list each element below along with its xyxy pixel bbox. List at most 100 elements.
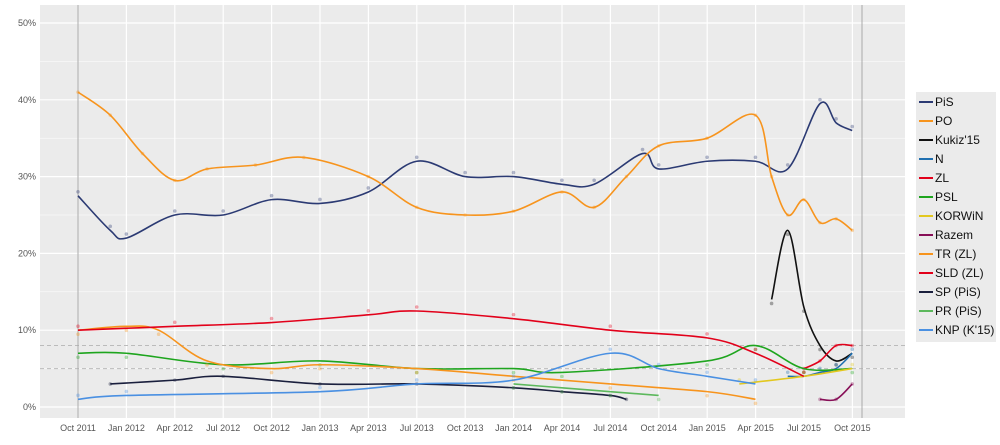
poll-point (834, 362, 838, 367)
poll-point (608, 324, 613, 329)
poll-point (511, 374, 516, 378)
series-line-pis (77, 101, 853, 240)
poll-point (753, 347, 758, 352)
poll-point (705, 363, 709, 367)
poll-point (656, 397, 661, 402)
poll-point (156, 332, 161, 337)
poll-point (608, 393, 613, 398)
series-line-razem (819, 383, 853, 402)
poll-point (76, 393, 80, 398)
x-tick-label: Jul 2014 (593, 423, 627, 433)
poll-point (818, 347, 822, 352)
plot-background (40, 5, 905, 418)
poll-point (76, 190, 80, 194)
legend-label: PO (935, 114, 952, 128)
poll-point (172, 209, 177, 213)
poll-point (802, 370, 806, 375)
x-tick-label: Oct 2012 (253, 423, 290, 433)
poll-point (705, 155, 709, 160)
poll-point (753, 378, 758, 382)
poll-point (124, 328, 129, 333)
legend-label: KNP (K'15) (935, 323, 994, 337)
legend-label: PSL (935, 190, 958, 204)
x-tick-label: Apr 2014 (544, 423, 581, 433)
x-tick-label: Oct 2014 (641, 423, 678, 433)
poll-point (834, 117, 838, 121)
poll-point (511, 370, 516, 375)
poll-point (172, 320, 177, 325)
x-tick-label: Apr 2015 (737, 423, 774, 433)
poll-point (850, 370, 855, 375)
series-line-tr-zl- (77, 325, 756, 401)
poll-point (511, 170, 516, 175)
legend-label: PR (PiS) (935, 304, 982, 318)
poll-point (850, 355, 855, 360)
y-tick-label: 50% (18, 18, 36, 28)
poll-point (753, 347, 758, 352)
poll-point (608, 386, 613, 390)
y-tick-label: 10% (18, 325, 36, 335)
series-line-zl (803, 343, 853, 370)
poll-point (850, 362, 855, 367)
poll-point (414, 305, 419, 309)
legend-label: Razem (935, 228, 973, 242)
series-line-knp-k-15- (77, 352, 756, 401)
x-tick-label: Oct 2011 (60, 423, 96, 433)
poll-point (318, 197, 322, 202)
legend-label: N (935, 152, 944, 166)
poll-point (818, 97, 822, 102)
poll-point (560, 374, 564, 379)
poll-point (205, 363, 209, 367)
poll-point (108, 382, 113, 386)
poll-point (705, 370, 709, 375)
poll-point (834, 363, 838, 367)
x-tick-label: Apr 2012 (157, 423, 194, 433)
poll-point (785, 232, 790, 237)
x-tick-label: Jul 2013 (400, 423, 434, 433)
poll-point (802, 370, 806, 375)
poll-point (124, 355, 129, 360)
poll-point (318, 366, 322, 371)
series-line-psl (77, 344, 853, 374)
legend-label: SLD (ZL) (935, 266, 984, 280)
legend-label: KORWiN (935, 209, 983, 223)
poll-point (560, 178, 564, 183)
x-tick-label: Jan 2015 (689, 423, 726, 433)
poll-point (414, 370, 419, 375)
y-tick-label: 40% (18, 95, 36, 105)
series-line-kukiz-15 (770, 229, 853, 362)
poll-point (802, 370, 806, 375)
poll-point (124, 232, 129, 236)
legend-label: SP (PiS) (935, 285, 981, 299)
y-tick-label: 0% (23, 402, 36, 412)
poll-point (414, 370, 419, 375)
poll-point (366, 309, 371, 313)
poll-point (76, 324, 80, 329)
y-tick-label: 20% (18, 248, 36, 258)
x-tick-label: Oct 2015 (834, 423, 871, 433)
legend-label: ZL (935, 171, 949, 185)
x-tick-label: Jul 2015 (787, 423, 821, 433)
poll-point (560, 390, 564, 394)
poll-point (656, 362, 661, 367)
poll-point (850, 347, 855, 352)
poll-point (76, 355, 80, 360)
legend-label: TR (ZL) (935, 247, 976, 261)
poll-point (221, 366, 225, 371)
x-tick-label: Jul 2012 (206, 423, 240, 433)
poll-point (76, 332, 80, 337)
poll-point (785, 163, 790, 167)
poll-point (785, 370, 790, 375)
poll-point (705, 332, 709, 336)
poll-point (414, 378, 419, 382)
poll-point (511, 386, 516, 390)
series-line-pr-pis- (513, 383, 659, 397)
poll-point (608, 347, 613, 352)
x-tick-label: Jan 2014 (495, 423, 532, 433)
poll-point (592, 178, 596, 183)
poll-point (705, 393, 709, 398)
poll-point (656, 163, 661, 167)
poll-point (753, 155, 758, 160)
